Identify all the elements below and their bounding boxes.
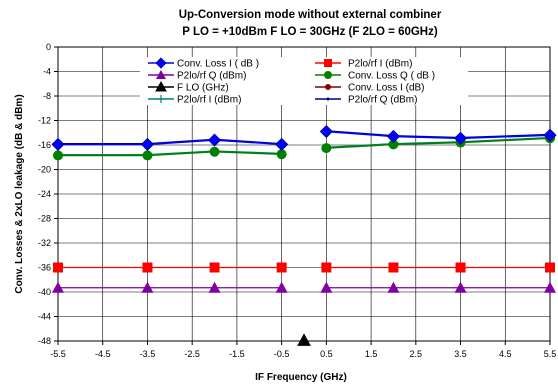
data-point-circle — [209, 146, 220, 157]
y-tick-label: -28 — [38, 214, 51, 224]
data-point-diamond — [543, 128, 557, 142]
y-tick-label: -40 — [38, 287, 51, 297]
data-point-square — [455, 262, 466, 273]
series-1 — [53, 262, 555, 273]
chart-subtitle: P LO = +10dBm F LO = 30GHz (F 2LO = 60GH… — [182, 26, 438, 38]
y-tick-label: -32 — [38, 238, 51, 248]
data-point-square — [388, 262, 399, 273]
x-tick-label: 2.5 — [410, 349, 423, 359]
series-layer — [51, 124, 557, 346]
legend-item: Conv. Loss I (dB) — [315, 83, 425, 94]
data-point-circle — [276, 149, 287, 160]
data-point-square — [321, 262, 332, 273]
legend-label: Conv. Loss Q ( dB ) — [348, 71, 435, 82]
data-point-circle — [321, 143, 332, 154]
data-point-triangle — [275, 281, 288, 293]
series-line — [326, 137, 551, 149]
legend-item: P2lo/rf Q (dBm) — [148, 70, 246, 82]
data-point-triangle — [155, 80, 167, 92]
legend-box — [140, 57, 468, 105]
series-line — [58, 139, 282, 146]
series-2 — [52, 281, 556, 293]
legend-label: Conv. Loss I ( dB ) — [177, 59, 259, 70]
data-point-triangle — [52, 281, 64, 293]
data-point-triangle — [156, 70, 166, 79]
y-tick-label: -20 — [38, 165, 51, 175]
legend-label: P2lo/rf I (dBm) — [348, 59, 412, 70]
legend-label: P2lo/rf I (dBm) — [177, 95, 241, 106]
data-point-triangle — [387, 281, 400, 293]
data-point-circle — [388, 139, 399, 150]
y-tick-label: -44 — [38, 312, 51, 322]
data-point-square — [53, 262, 63, 273]
x-tick-label: -5.5 — [50, 349, 66, 359]
data-point-triangle — [297, 333, 311, 346]
x-tick-label: 3.5 — [454, 349, 467, 359]
x-tick-label: -3.5 — [140, 349, 156, 359]
legend-item: P2lo/rf Q (dBm) — [315, 95, 417, 106]
data-point-triangle — [208, 281, 221, 293]
legend: Conv. Loss I ( dB ) P2lo/rf I (dBm) P2lo/r… — [140, 57, 468, 106]
x-tick-label: -1.5 — [229, 349, 245, 359]
data-point-diamond — [386, 129, 401, 143]
y-tick-label: -12 — [38, 116, 51, 126]
series-line — [326, 130, 551, 140]
x-tick-label: -0.5 — [274, 349, 290, 359]
legend-label: F LO (GHz) — [177, 83, 229, 94]
data-point-circle — [142, 150, 153, 161]
chart-title: Up-Conversion mode without external comb… — [179, 9, 442, 21]
data-point-square — [545, 262, 555, 273]
y-tick-label: 0 — [46, 42, 51, 52]
data-point-triangle — [544, 281, 556, 293]
x-tick-label: 0.5 — [320, 349, 333, 359]
series-0 — [51, 124, 557, 151]
x-tick-label: -2.5 — [184, 349, 200, 359]
data-point-diamond — [319, 124, 333, 139]
series-4 — [297, 333, 311, 346]
legend-label: P2lo/rf Q (dBm) — [348, 95, 417, 106]
legend-label: Conv. Loss I (dB) — [348, 83, 425, 94]
data-point-diamond — [155, 57, 167, 69]
data-point-triangle — [141, 281, 154, 293]
y-tick-label: -16 — [38, 140, 51, 150]
data-point-star — [326, 97, 330, 101]
data-point-triangle — [320, 281, 333, 293]
x-tick-label: 4.5 — [499, 349, 512, 359]
data-point-square — [142, 262, 153, 273]
y-tick-label: -4 — [43, 67, 51, 77]
data-point-square — [324, 59, 332, 67]
y-tick-label: -8 — [43, 91, 51, 101]
x-axis-label: IF Frequency (GHz) — [255, 372, 347, 383]
data-point-circle — [53, 150, 63, 161]
legend-item: P2lo/rf I (dBm) — [315, 59, 412, 70]
legend-label: P2lo/rf Q (dBm) — [177, 71, 246, 82]
data-point-diamond — [207, 133, 222, 147]
legend-item: Conv. Loss I ( dB ) — [148, 57, 259, 70]
x-tick-label: -4.5 — [95, 349, 111, 359]
data-point-circle — [324, 71, 332, 79]
legend-item: F LO (GHz) — [148, 80, 229, 94]
x-axis: -5.5 -4.5 -3.5 -2.5 -1.5 -0.5 0.5 1.5 2.5 3.5 4.5 5… — [50, 341, 556, 359]
data-point-diamond — [275, 137, 289, 151]
y-tick-label: -48 — [38, 336, 51, 346]
data-point-diamond — [140, 137, 155, 151]
y-tick-label: -24 — [38, 189, 51, 199]
x-tick-label: 1.5 — [365, 349, 378, 359]
y-axis: 0 -4 -8 -12 -16 -20 -24 -28 -32 -36 -40 -44 -48 — [38, 42, 58, 346]
data-point-diamond — [453, 131, 468, 145]
data-point-square — [209, 262, 220, 273]
data-point-diamond — [51, 137, 65, 151]
series-line — [58, 150, 282, 157]
data-point-plus — [157, 95, 165, 103]
x-tick-label: 5.5 — [544, 349, 557, 359]
y-axis-label: Conv. Losses & 2xLO leakage (dB & dBm) — [14, 94, 25, 293]
y-tick-label: -36 — [38, 263, 51, 273]
legend-item: P2lo/rf I (dBm) — [148, 95, 241, 106]
legend-item: Conv. Loss Q ( dB ) — [315, 71, 435, 82]
data-point-square — [276, 262, 287, 273]
data-point-dot — [325, 84, 331, 90]
data-point-triangle — [454, 281, 467, 293]
